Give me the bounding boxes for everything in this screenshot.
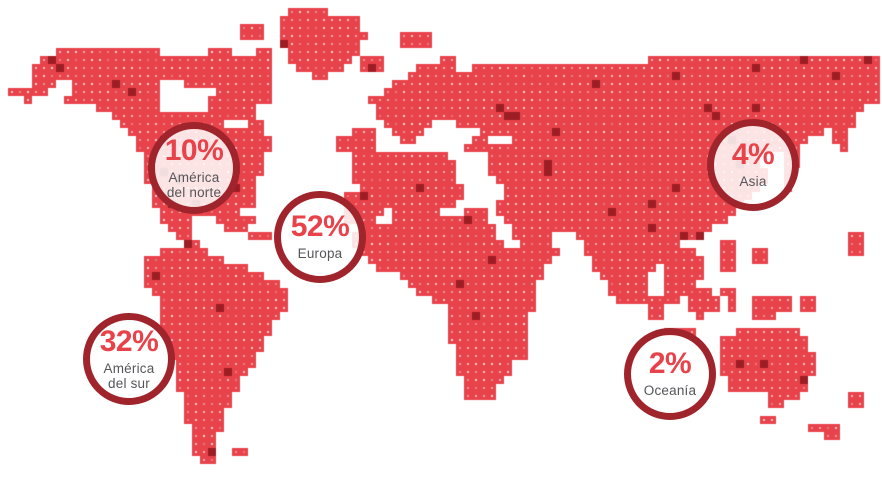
- stat-bubble-america-del-sur: 32% América del sur: [83, 313, 175, 405]
- percent-value: 4%: [731, 138, 775, 172]
- percent-value: 2%: [648, 347, 692, 381]
- stat-bubble-america-del-norte: 10% América del norte: [148, 122, 240, 214]
- percent-value: 32%: [99, 324, 159, 358]
- stat-bubble-europa: 52% Europa: [274, 191, 366, 283]
- region-label: Oceanía: [643, 383, 697, 399]
- stat-bubble-asia: 4% Asia: [707, 119, 799, 211]
- percent-value: 52%: [290, 210, 350, 244]
- region-label: Asia: [739, 174, 767, 190]
- region-label: Europa: [297, 246, 343, 262]
- stat-bubble-oceania: 2% Oceanía: [624, 328, 716, 420]
- region-label: América del sur: [103, 360, 155, 391]
- percent-value: 10%: [164, 133, 224, 167]
- region-label: América del norte: [166, 169, 222, 200]
